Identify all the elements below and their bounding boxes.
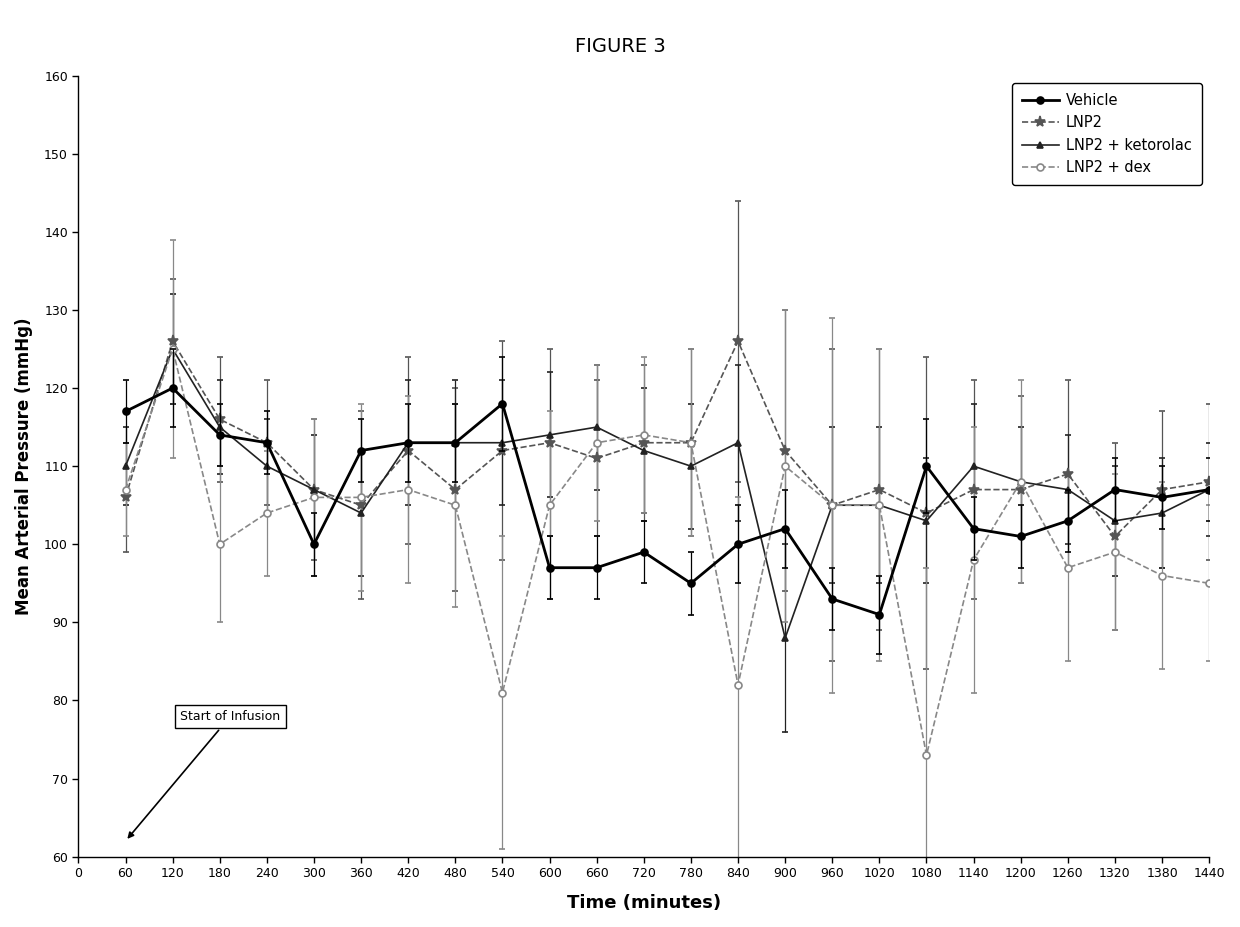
Y-axis label: Mean Arterial Pressure (mmHg): Mean Arterial Pressure (mmHg) [15,317,33,615]
Text: FIGURE 3: FIGURE 3 [574,37,666,56]
Text: Start of Infusion: Start of Infusion [129,709,280,837]
X-axis label: Time (minutes): Time (minutes) [567,894,720,912]
Legend: Vehicle, LNP2, LNP2 + ketorolac, LNP2 + dex: Vehicle, LNP2, LNP2 + ketorolac, LNP2 + … [1012,83,1202,185]
